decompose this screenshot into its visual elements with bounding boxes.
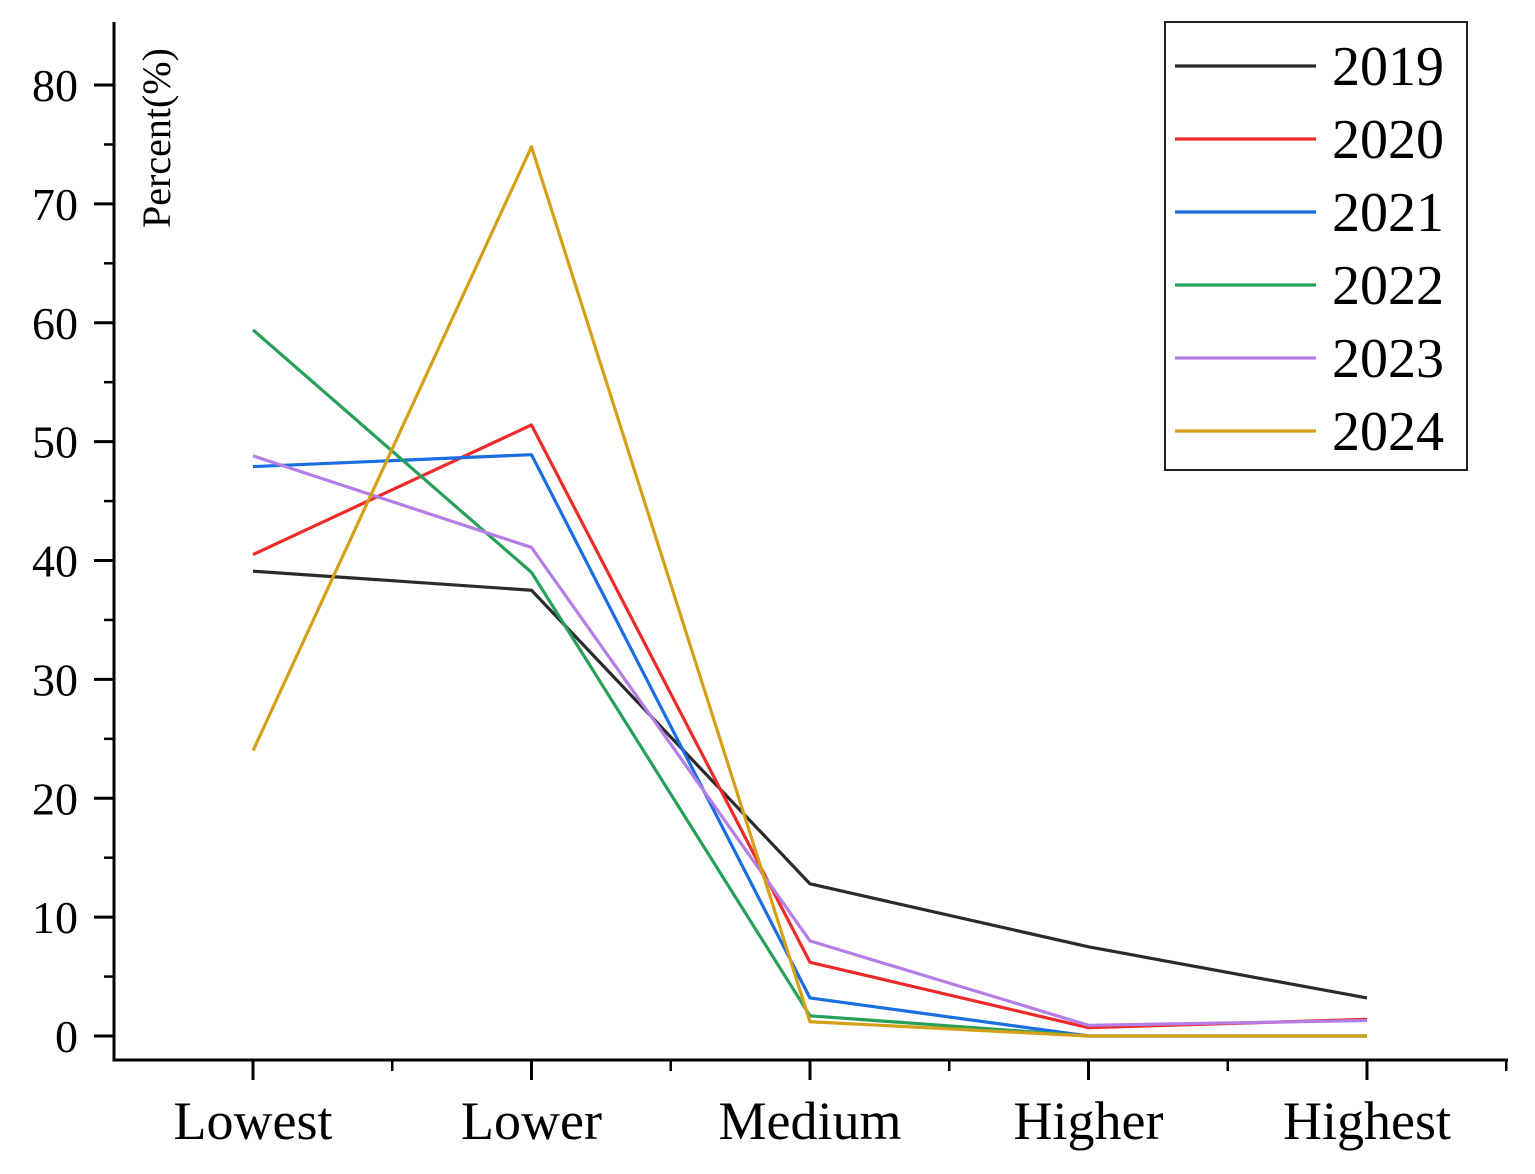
legend-label-2023: 2023 bbox=[1332, 328, 1444, 390]
y-tick-label: 50 bbox=[32, 417, 78, 468]
y-tick-label: 70 bbox=[32, 179, 78, 230]
legend-box bbox=[1164, 21, 1468, 471]
y-tick-label: 0 bbox=[55, 1011, 78, 1062]
legend: 2019 2020 2021 2022 2023 2024 bbox=[1164, 21, 1468, 471]
legend-label-2020: 2020 bbox=[1332, 109, 1444, 171]
series-line-2021 bbox=[252, 453, 1367, 1038]
series-line-2019 bbox=[252, 569, 1368, 1000]
y-tick-label: 20 bbox=[32, 773, 78, 824]
series-line-2023 bbox=[252, 454, 1368, 1027]
y-tick-label: 60 bbox=[32, 298, 78, 349]
x-tick-label-highest: Highest bbox=[1283, 1091, 1451, 1151]
legend-label-2019: 2019 bbox=[1332, 36, 1444, 98]
legend-label-2024: 2024 bbox=[1332, 401, 1444, 463]
y-tick-label: 30 bbox=[32, 654, 78, 705]
y-tick-label: 80 bbox=[32, 60, 78, 111]
y-axis-label: Percent(%) bbox=[134, 48, 179, 228]
legend-label-2022: 2022 bbox=[1332, 255, 1444, 317]
series-line-2020 bbox=[252, 423, 1368, 1030]
x-tick-label-lower: Lower bbox=[461, 1091, 602, 1151]
y-tick-label: 10 bbox=[32, 892, 78, 943]
y-tick-label: 40 bbox=[32, 536, 78, 587]
series-lines bbox=[251, 145, 1368, 1038]
x-axis-ticks: Lowest Lower Medium Higher Highest bbox=[174, 1060, 1508, 1151]
x-tick-label-lowest: Lowest bbox=[174, 1091, 333, 1151]
series-line-2024 bbox=[251, 145, 1367, 1038]
legend-label-2021: 2021 bbox=[1332, 182, 1444, 244]
y-axis-ticks: 0 10 20 30 40 50 60 70 80 bbox=[32, 60, 114, 1062]
x-tick-label-medium: Medium bbox=[719, 1091, 902, 1151]
x-tick-label-higher: Higher bbox=[1014, 1091, 1164, 1151]
